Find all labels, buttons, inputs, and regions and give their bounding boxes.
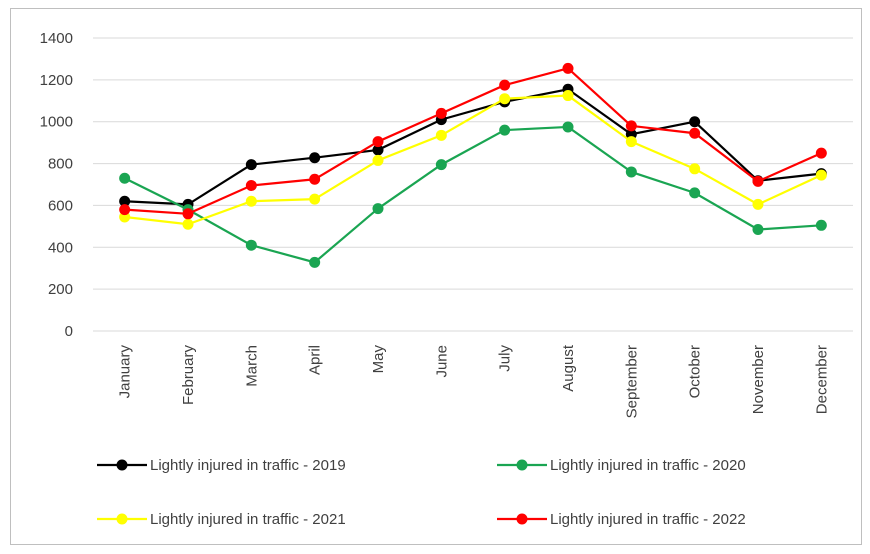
x-tick-label: February <box>180 345 197 406</box>
y-tick-label: 0 <box>65 323 73 340</box>
point <box>245 195 257 207</box>
point <box>625 120 637 132</box>
series-line <box>124 88 822 206</box>
point <box>119 195 131 207</box>
point <box>815 169 827 181</box>
point <box>562 121 574 133</box>
point <box>372 136 384 148</box>
point <box>119 172 131 184</box>
point <box>562 62 574 74</box>
point <box>309 173 321 185</box>
point <box>372 144 384 156</box>
series-line <box>124 125 822 264</box>
legend-label: Lightly injured in traffic - 2019 <box>150 457 346 474</box>
point <box>119 204 131 216</box>
point <box>752 175 764 187</box>
point <box>245 159 257 171</box>
point <box>245 180 257 192</box>
point <box>309 193 321 205</box>
point <box>815 147 827 159</box>
point <box>372 203 384 215</box>
point <box>625 166 637 178</box>
legend-marker <box>116 513 128 525</box>
chart-border <box>10 8 862 545</box>
legend-label: Lightly injured in traffic - 2020 <box>550 457 746 474</box>
point <box>309 152 321 164</box>
y-tick-label: 1200 <box>40 72 73 89</box>
x-tick-label: March <box>243 345 260 387</box>
x-tick-label: October <box>687 345 704 398</box>
point <box>182 218 194 230</box>
point <box>372 154 384 166</box>
point <box>435 159 447 171</box>
point <box>752 223 764 235</box>
point <box>562 90 574 102</box>
legend-marker <box>116 459 128 471</box>
y-tick-label: 600 <box>48 197 73 214</box>
y-tick-label: 800 <box>48 156 73 173</box>
point <box>245 239 257 251</box>
legend-label: Lightly injured in traffic - 2022 <box>550 511 746 528</box>
x-tick-label: September <box>623 345 640 418</box>
point <box>499 124 511 136</box>
point <box>689 163 701 175</box>
y-tick-label: 1000 <box>40 114 73 131</box>
x-tick-label: May <box>370 345 387 374</box>
legend-label: Lightly injured in traffic - 2021 <box>150 511 346 528</box>
x-tick-label: June <box>433 345 450 378</box>
point <box>499 93 511 105</box>
x-tick-label: July <box>497 345 514 372</box>
point <box>309 256 321 268</box>
legend-marker <box>516 513 528 525</box>
series-line <box>124 67 822 215</box>
point <box>689 127 701 139</box>
x-tick-label: April <box>307 345 324 375</box>
x-tick-label: August <box>560 344 577 392</box>
point <box>752 198 764 210</box>
point <box>689 187 701 199</box>
legend-marker <box>516 459 528 471</box>
point <box>689 116 701 128</box>
y-tick-label: 200 <box>48 281 73 298</box>
point <box>499 79 511 91</box>
y-tick-label: 1400 <box>40 30 73 47</box>
series-line <box>124 94 822 226</box>
x-tick-label: November <box>750 345 767 414</box>
point <box>815 219 827 231</box>
point <box>435 107 447 119</box>
y-tick-label: 400 <box>48 239 73 256</box>
x-tick-label: December <box>813 345 830 414</box>
point <box>625 136 637 148</box>
point <box>435 129 447 141</box>
point <box>182 208 194 220</box>
x-tick-label: January <box>117 345 134 399</box>
